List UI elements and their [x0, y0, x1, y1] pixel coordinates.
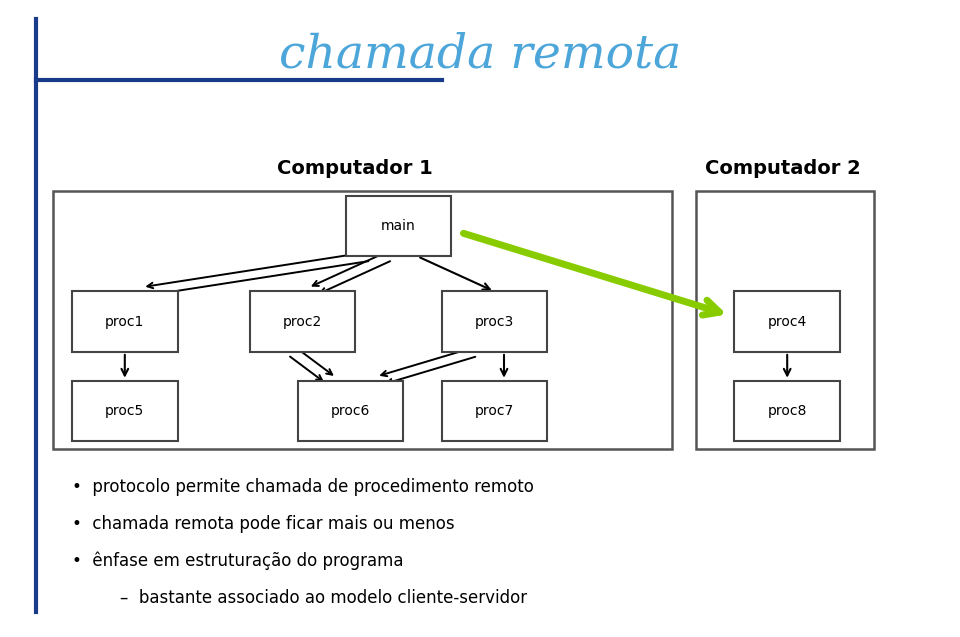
FancyBboxPatch shape — [72, 380, 178, 441]
Text: •  protocolo permite chamada de procedimento remoto: • protocolo permite chamada de procedime… — [72, 478, 534, 496]
Text: chamada remota: chamada remota — [278, 32, 682, 77]
Text: proc5: proc5 — [106, 404, 144, 418]
FancyBboxPatch shape — [72, 292, 178, 352]
FancyBboxPatch shape — [734, 380, 840, 441]
FancyBboxPatch shape — [442, 292, 547, 352]
FancyBboxPatch shape — [346, 196, 451, 256]
Text: –  bastante associado ao modelo cliente-servidor: – bastante associado ao modelo cliente-s… — [120, 589, 527, 607]
Text: proc4: proc4 — [768, 315, 806, 329]
Text: •  ênfase em estruturação do programa: • ênfase em estruturação do programa — [72, 552, 403, 571]
FancyBboxPatch shape — [734, 292, 840, 352]
Text: •  chamada remota pode ficar mais ou menos: • chamada remota pode ficar mais ou meno… — [72, 515, 455, 533]
Text: proc7: proc7 — [475, 404, 514, 418]
Text: Computador 2: Computador 2 — [705, 159, 860, 178]
FancyBboxPatch shape — [696, 191, 874, 449]
Text: main: main — [381, 219, 416, 233]
FancyBboxPatch shape — [53, 191, 672, 449]
Text: Computador 1: Computador 1 — [277, 159, 433, 178]
Text: proc8: proc8 — [767, 404, 807, 418]
Text: proc3: proc3 — [475, 315, 514, 329]
FancyBboxPatch shape — [250, 292, 355, 352]
Text: proc2: proc2 — [283, 315, 322, 329]
Text: proc6: proc6 — [330, 404, 371, 418]
FancyBboxPatch shape — [442, 380, 547, 441]
FancyBboxPatch shape — [298, 380, 403, 441]
Text: proc1: proc1 — [105, 315, 145, 329]
